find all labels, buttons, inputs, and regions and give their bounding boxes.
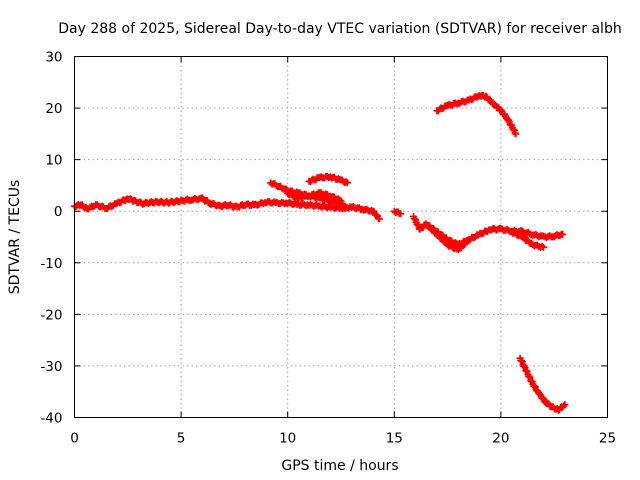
data-point [464,237,472,244]
x-tick-label: 10 [279,431,296,447]
y-tick-label: 30 [45,50,62,66]
series-track-8 [508,228,547,251]
data-point [512,130,520,138]
y-tick-label: 10 [45,153,62,169]
data-point [465,236,473,244]
data-point [497,106,505,114]
data-point [397,210,405,218]
data-point [540,243,547,251]
data-point [341,205,349,213]
chart-title: Day 288 of 2025, Sidereal Day-to-day VTE… [58,21,621,37]
y-tick-label: -30 [40,359,62,375]
x-tick-label: 20 [492,431,509,447]
plot-frame [74,56,608,418]
data-point [336,196,344,204]
series-track-3 [284,189,345,205]
y-tick-label: 0 [54,204,63,220]
x-axis-label: GPS time / hours [281,458,398,474]
data-point [375,215,383,223]
data-point [343,179,351,187]
series-track-1 [71,194,383,223]
series-track-9 [433,91,520,138]
data-point [538,242,546,250]
axis-ticks: 0 5 10 15 20 25 -40 -30 -20 -10 0 10 20 30 [40,50,616,447]
x-tick-label: 5 [177,431,186,447]
data-point [560,402,568,410]
y-axis-label: SDTVAR / TECUs [7,180,23,295]
series-track-7 [422,220,473,254]
x-tick-label: 15 [386,431,403,447]
data-point [539,394,547,402]
data-point [337,197,345,205]
data-point [461,241,469,248]
series-track-5 [390,207,405,218]
x-tick-label: 25 [599,431,616,447]
y-tick-label: -40 [40,411,62,427]
series-track-10 [516,354,569,414]
series-track-4 [305,172,351,187]
data-points [71,91,569,414]
data-point [342,178,350,186]
y-tick-label: 20 [45,101,62,117]
x-tick-label: 0 [70,431,79,447]
data-point [561,401,569,409]
data-point [559,230,567,238]
y-tick-label: -10 [40,256,62,272]
y-tick-label: -20 [40,307,62,323]
